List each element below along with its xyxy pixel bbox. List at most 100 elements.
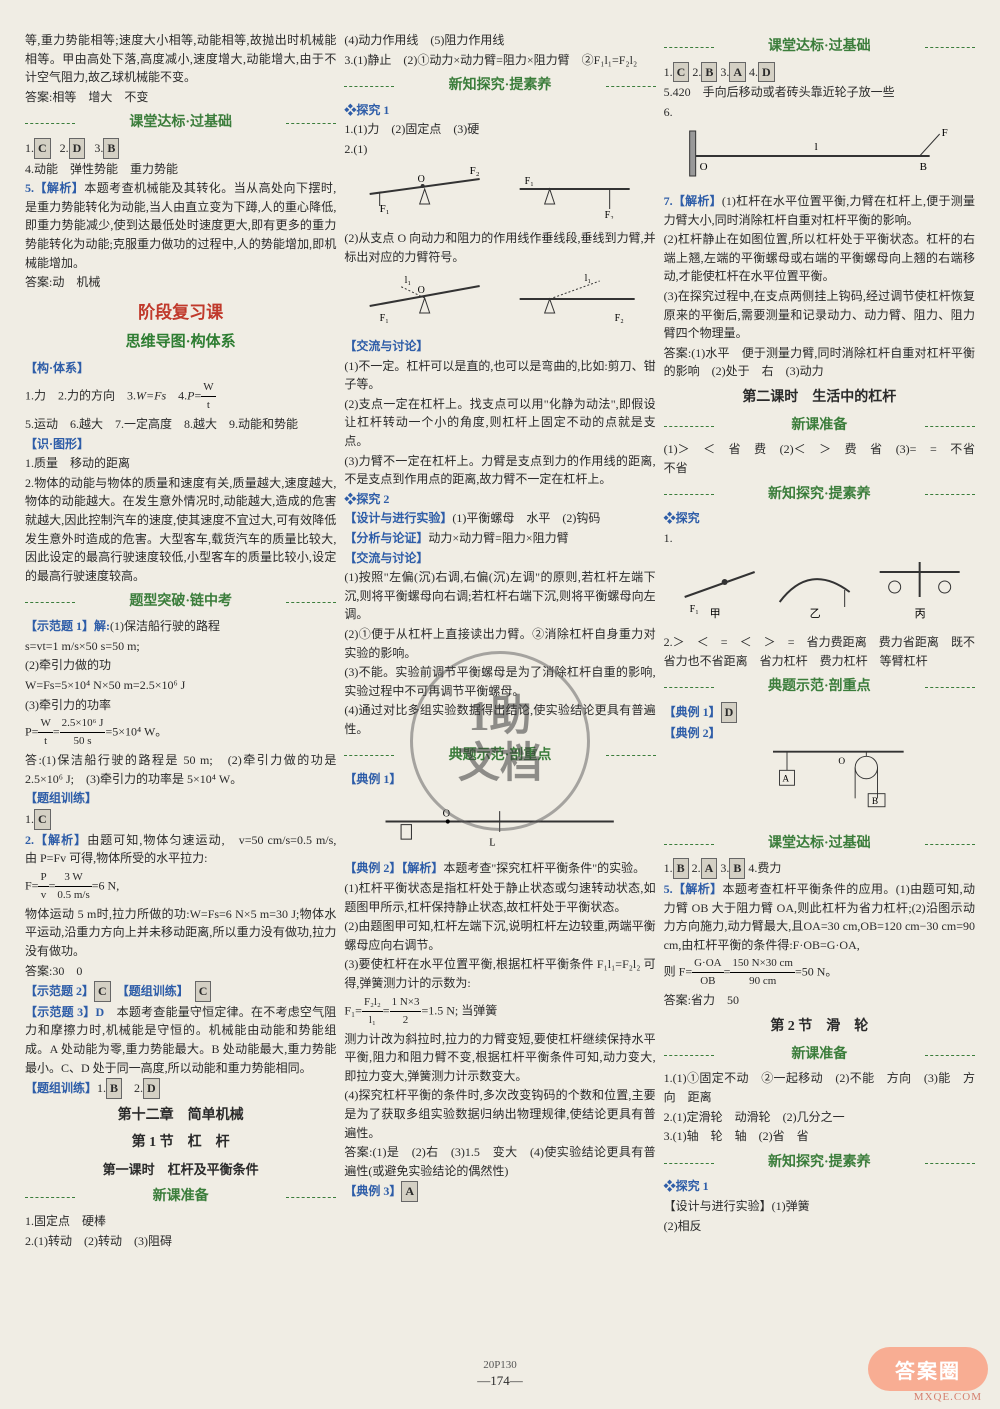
column-1: 等,重力势能相等;速度大小相等,动能相等,故抛出时机械能相等。甲由高处下落,高度… bbox=[25, 30, 336, 1251]
shi2: 2.物体的动能与物体的质量和速度有关,质量越大,速度越大,物体的动能越大。在发生… bbox=[25, 474, 336, 586]
section-header: 课堂达标·过基础 bbox=[664, 36, 975, 58]
jl2-4: (4)通过对比多组实验数据得出结论,使实验结论更具有普遍性。 bbox=[344, 701, 655, 738]
svg-text:F₂: F₂ bbox=[605, 210, 614, 219]
section-header: 新课准备 bbox=[25, 1186, 336, 1208]
lesson-2: 第二课时 生活中的杠杆 bbox=[664, 387, 975, 409]
jl2-label: 【交流与讨论】 bbox=[344, 549, 655, 568]
section-header: 新课准备 bbox=[664, 415, 975, 437]
dl2-3: (3)要使杠杆在水平位置平衡,根据杠杆平衡条件 F₁l₁=F₂l₂ 可得,弹簧测… bbox=[344, 955, 655, 992]
lever-diagram-2: l₁ F₁ O l₁ F₂ bbox=[344, 271, 655, 326]
gou-items: 1.力 2.力的方向 3.W=Fs 4.P=Wt bbox=[25, 379, 336, 414]
section-header: 新课准备 bbox=[664, 1044, 975, 1066]
prep1: 1.固定点 硬棒 bbox=[25, 1212, 336, 1231]
section-1: 第 1 节 杠 杆 bbox=[25, 1132, 336, 1154]
answer: 答案:相等 增大 不变 bbox=[25, 88, 336, 107]
jl1: (1)不一定。杠杆可以是直的,也可以是弯曲的,比如:剪刀、钳子等。 bbox=[344, 357, 655, 394]
q5: 5.【解析】本题考查机械能及其转化。当从高处向下摆时,是重力势能转化为动能,当人… bbox=[25, 179, 336, 272]
svg-text:l₁: l₁ bbox=[585, 273, 591, 284]
svg-text:甲: 甲 bbox=[709, 608, 720, 620]
gou-items-b: 5.运动 6.越大 7.一定高度 8.越大 9.动能和势能 bbox=[25, 415, 336, 434]
ex3: 【示范题 3】D 本题考查能量守恒定律。在不考虑空气阻力和摩擦力时,机械能是守恒… bbox=[25, 1003, 336, 1077]
svg-text:乙: 乙 bbox=[809, 607, 820, 620]
svg-text:O: O bbox=[699, 161, 707, 173]
dl2-3b: 测力计改为斜拉时,拉力的力臂变短,要使杠杆继续保持水平平衡,阻力和阻力臂不变,根… bbox=[344, 1030, 655, 1086]
svg-text:F₁: F₁ bbox=[380, 313, 389, 324]
tanjiu2: ❖探究 2 bbox=[344, 490, 655, 509]
tizu2-ans: 答案:30 0 bbox=[25, 962, 336, 981]
jl3: (3)力臂不一定在杠杆上。力臂是支点到力的作用线的距离,不是支点到作用点的距离,… bbox=[344, 452, 655, 489]
top: (4)动力作用线 (5)阻力作用线 bbox=[344, 31, 655, 50]
logo-url: MXQE.COM bbox=[914, 1391, 982, 1403]
ex1: 【示范题 1】解:(1)保洁船行驶的路程 bbox=[25, 617, 336, 636]
svg-text:F₁: F₁ bbox=[689, 604, 698, 615]
ex1-2: s=vt=1 m/s×50 s=50 m; bbox=[25, 637, 336, 656]
dl3: 【典例 3】A bbox=[344, 1181, 655, 1202]
tanjiu: ❖探究 bbox=[664, 509, 975, 528]
tizu2b: 物体运动 5 m时,拉力所做的功:W=Fs=6 N×5 m=30 J;物体水平运… bbox=[25, 905, 336, 961]
ex1-5: (3)牵引力的功率 bbox=[25, 696, 336, 715]
t1-2b: (2)从支点 O 向动力和阻力的作用线作垂线段,垂线到力臂,并标出对应的力臂符号… bbox=[344, 229, 655, 266]
t1-1: 1.(1)力 (2)固定点 (3)硬 bbox=[344, 120, 655, 139]
column-3: 课堂达标·过基础 1.C 2.B 3.A 4.D 5.420 手向后移动或者砖头… bbox=[664, 30, 975, 1251]
svg-text:F₂: F₂ bbox=[470, 165, 480, 177]
chapter-title: 阶段复习课 bbox=[25, 300, 336, 326]
dl2-3f: F₁=F₂l₂l₁=1 N×32=1.5 N; 当弹簧 bbox=[344, 994, 655, 1029]
dl1: 【典例 1】D bbox=[664, 702, 975, 723]
svg-text:O: O bbox=[443, 808, 451, 819]
text: 等,重力势能相等;速度大小相等,动能相等,故抛出时机械能相等。甲由高处下落,高度… bbox=[25, 31, 336, 87]
lesson-1: 第一课时 杠杆及平衡条件 bbox=[25, 1160, 336, 1180]
svg-text:l₁: l₁ bbox=[405, 275, 411, 286]
svg-text:O: O bbox=[418, 285, 425, 296]
svg-text:O: O bbox=[418, 174, 425, 185]
tj1-1: 【设计与进行实验】(1)弹簧 bbox=[664, 1197, 975, 1216]
tizu2: 2.【解析】由题可知,物体匀速运动, v=50 cm/s=0.5 m/s, 由 … bbox=[25, 831, 336, 868]
svg-text:F: F bbox=[941, 127, 947, 139]
prep2-1: 1.(1)①固定不动 ②一起移动 (2)不能 方向 (3)能 方向 距离 bbox=[664, 1069, 975, 1106]
shi1: 1.质量 移动的距离 bbox=[25, 454, 336, 473]
prep2-3: 3.(1)轴 轮 轴 (2)省 省 bbox=[664, 1127, 975, 1146]
jl2-1: (1)按照"左偏(沉)右调,右偏(沉)左调"的原则,若杠杆左端下沉,则将平衡螺母… bbox=[344, 568, 655, 624]
subtitle: 思维导图·构体系 bbox=[25, 331, 336, 354]
ex2: 【示范题 2】C 【题组训练】 C bbox=[25, 981, 336, 1002]
svg-text:F₁: F₁ bbox=[525, 176, 534, 187]
q7: 7.【解析】(1)杠杆在水平位置平衡,力臂在杠杆上,便于测量力臂大小,同时消除杠… bbox=[664, 192, 975, 229]
ex1-3: (2)牵引力做的功 bbox=[25, 656, 336, 675]
row5: 5.420 手向后移动或者砖头靠近轮子放一些 bbox=[664, 83, 975, 102]
logo-badge: 答案圈 bbox=[868, 1347, 988, 1391]
svg-text:B: B bbox=[919, 161, 926, 173]
t1-2: 2.(1) bbox=[344, 140, 655, 159]
prep2: 2.(1)转动 (2)转动 (3)阻碍 bbox=[25, 1232, 336, 1251]
dl2-2: (2)由题图甲可知,杠杆左端下沉,说明杠杆左边较重,两端平衡螺母应向右调节。 bbox=[344, 917, 655, 954]
section-header: 新知探究·提素养 bbox=[664, 1152, 975, 1174]
q7-ans: 答案:(1)水平 便于测量力臂,同时消除杠杆自重对杠杆平衡的影响 (2)处于 右… bbox=[664, 344, 975, 381]
prep: (1)＞ ＜ 省 费 (2)＜ ＞ 费 省 (3)= = 不省 不省 bbox=[664, 440, 975, 477]
chapter-12: 第十二章 简单机械 bbox=[25, 1105, 336, 1127]
answers: 1.C 2.D 3.B bbox=[25, 138, 336, 159]
section-2: 第 2 节 滑 轮 bbox=[664, 1016, 975, 1038]
svg-text:丙: 丙 bbox=[914, 608, 925, 620]
jiaoliu: 【交流与讨论】 bbox=[344, 337, 655, 356]
jl2: (2)支点一定在杠杆上。找支点可以用"化静为动法",即假设让杠杆转动一个小的角度… bbox=[344, 395, 655, 451]
dl2: 【典例 2】 bbox=[664, 724, 975, 743]
dl2-1: (1)杠杆平衡状态是指杠杆处于静止状态或匀速转动状态,如题图甲所示,杠杆保持静止… bbox=[344, 879, 655, 916]
section-header: 典题示范·剖重点 bbox=[344, 745, 655, 767]
tizu3: 【题组训练】1.B 2.D bbox=[25, 1078, 336, 1099]
section-header: 典题示范·剖重点 bbox=[664, 676, 975, 698]
fenxi: 【分析与论证】动力×动力臂=阻力×阻力臂 bbox=[344, 529, 655, 548]
ex1-6: P=Wt=2.5×10⁶ J50 s=5×10⁴ W。 bbox=[25, 715, 336, 750]
row6: 6. bbox=[664, 103, 975, 122]
lever-diagram-3: O F l B bbox=[664, 126, 975, 181]
dl2-ans: 答案:(1)是 (2)右 (3)1.5 变大 (4)使实验结论更具有普遍性(或避… bbox=[344, 1143, 655, 1180]
t1: 1. bbox=[664, 529, 975, 548]
svg-text:A: A bbox=[782, 775, 789, 785]
svg-text:F₁: F₁ bbox=[380, 203, 390, 215]
row1: 1.C 2.B 3.A 4.D bbox=[664, 62, 975, 83]
section-header: 课堂达标·过基础 bbox=[664, 833, 975, 855]
tj1: ❖探究 1 bbox=[664, 1177, 975, 1196]
svg-text:B: B bbox=[872, 797, 878, 807]
pulley-diagram: A B O bbox=[664, 747, 975, 817]
q5-ans: 答案:省力 50 bbox=[664, 991, 975, 1010]
ex1-ans: 答:(1)保洁船行驶的路程是 50 m; (2)牵引力做的功是 2.5×10⁶ … bbox=[25, 751, 336, 788]
lever-diagram-1: F₁ F₂ O F₂ F₁ bbox=[344, 164, 655, 219]
jl2-3: (3)不能。实验前调节平衡螺母是为了消除杠杆自重的影响,实验过程中不可再调节平衡… bbox=[344, 663, 655, 700]
